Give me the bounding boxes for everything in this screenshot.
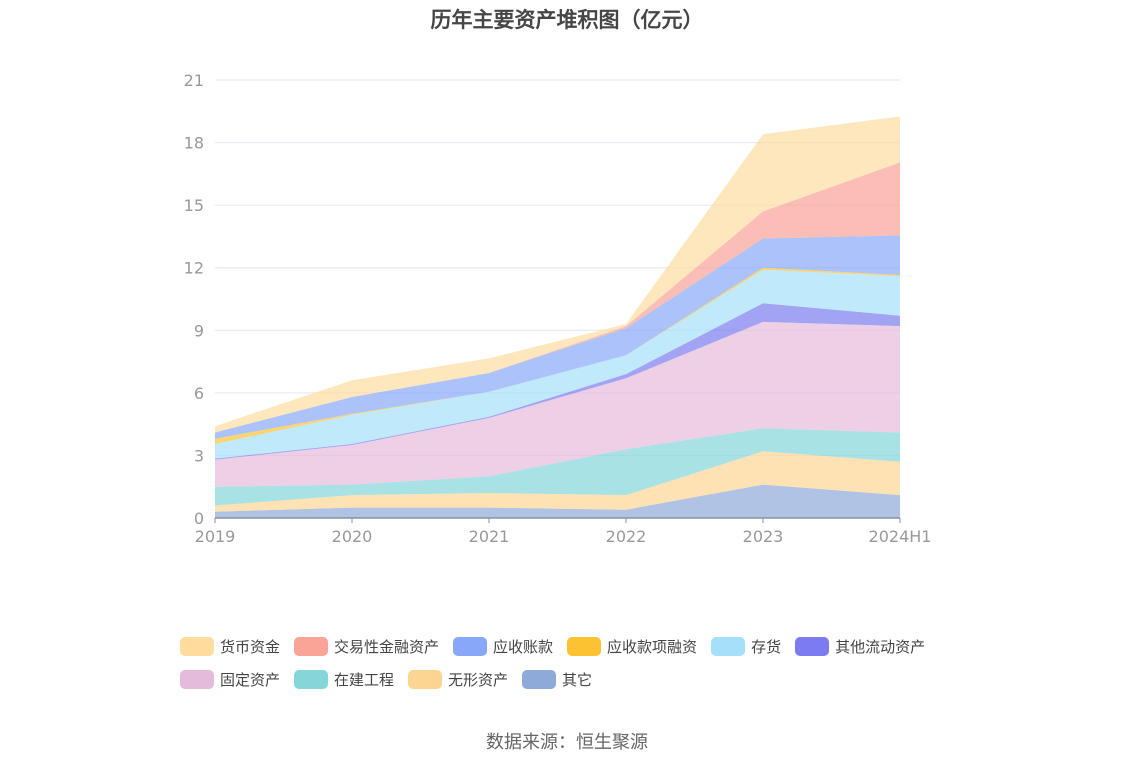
area-series-货币资金 xyxy=(215,116,900,433)
legend-item[interactable]: 应收账款 xyxy=(453,636,553,657)
legend-label: 交易性金融资产 xyxy=(334,638,440,656)
legend-label: 存货 xyxy=(751,638,782,656)
legend-label: 在建工程 xyxy=(334,671,395,689)
legend-swatch xyxy=(453,637,488,656)
area-series-固定资产 xyxy=(215,321,900,487)
legend-item[interactable]: 无形资产 xyxy=(408,669,508,690)
area-series-无形资产 xyxy=(215,451,900,512)
y-tick-label: 6 xyxy=(194,384,204,403)
legend-label: 货币资金 xyxy=(220,638,281,656)
legend: 货币资金 交易性金融资产 应收账款 应收款项融资 存货 其他流动资产 固定资产 … xyxy=(180,630,980,696)
y-tick-label: 15 xyxy=(184,196,204,215)
legend-swatch xyxy=(180,637,214,656)
legend-item[interactable]: 其他流动资产 xyxy=(795,636,925,657)
legend-item[interactable]: 固定资产 xyxy=(180,669,280,690)
legend-label: 其他流动资产 xyxy=(835,638,926,656)
legend-swatch xyxy=(795,637,830,656)
legend-swatch xyxy=(294,637,329,656)
y-tick-label: 3 xyxy=(194,446,204,465)
legend-label: 固定资产 xyxy=(220,671,281,689)
legend-item[interactable]: 应收款项融资 xyxy=(567,636,697,657)
area-series-其他流动资产 xyxy=(215,303,900,460)
area-series-应收账款 xyxy=(215,235,900,439)
area-series-存货 xyxy=(215,269,900,459)
legend-swatch xyxy=(408,670,443,689)
legend-label: 应收款项融资 xyxy=(607,638,698,656)
legend-item[interactable]: 交易性金融资产 xyxy=(294,636,439,657)
legend-label: 其它 xyxy=(562,671,593,689)
data-source-note: 数据来源：恒生聚源 xyxy=(486,732,648,753)
x-tick-label: 2021 xyxy=(469,527,510,546)
x-tick-label: 2023 xyxy=(743,527,784,546)
area-series-交易性金融资产 xyxy=(215,162,900,433)
chart-title: 历年主要资产堆积图（亿元） xyxy=(430,8,704,32)
area-series-在建工程 xyxy=(215,428,900,506)
legend-label: 应收账款 xyxy=(493,638,554,656)
legend-item[interactable]: 在建工程 xyxy=(294,669,394,690)
legend-swatch xyxy=(294,670,329,689)
legend-row: 货币资金 交易性金融资产 应收账款 应收款项融资 存货 其他流动资产 xyxy=(180,630,980,663)
legend-item[interactable]: 存货 xyxy=(711,636,781,657)
y-tick-label: 9 xyxy=(194,321,204,340)
area-series-其它 xyxy=(215,484,900,518)
legend-item[interactable]: 其它 xyxy=(522,669,592,690)
x-tick-label: 2020 xyxy=(332,527,373,546)
y-tick-label: 12 xyxy=(184,259,204,278)
area-series-应收款项融资 xyxy=(215,267,900,444)
legend-item[interactable]: 货币资金 xyxy=(180,636,280,657)
x-tick-label: 2022 xyxy=(606,527,647,546)
legend-row: 固定资产 在建工程 无形资产 其它 xyxy=(180,663,980,696)
y-tick-label: 0 xyxy=(194,509,204,528)
legend-swatch xyxy=(567,637,602,656)
x-tick-label: 2019 xyxy=(195,527,236,546)
y-tick-label: 18 xyxy=(184,134,204,153)
legend-swatch xyxy=(180,670,214,689)
legend-label: 无形资产 xyxy=(448,671,509,689)
legend-swatch xyxy=(711,637,746,656)
legend-swatch xyxy=(522,670,557,689)
x-tick-label: 2024H1 xyxy=(869,527,932,546)
y-tick-label: 21 xyxy=(184,71,204,90)
chart-plot-area: 0 3 6 9 12 15 18 21 2019 2020 2021 2022 2023 2024H1 xyxy=(184,71,932,546)
